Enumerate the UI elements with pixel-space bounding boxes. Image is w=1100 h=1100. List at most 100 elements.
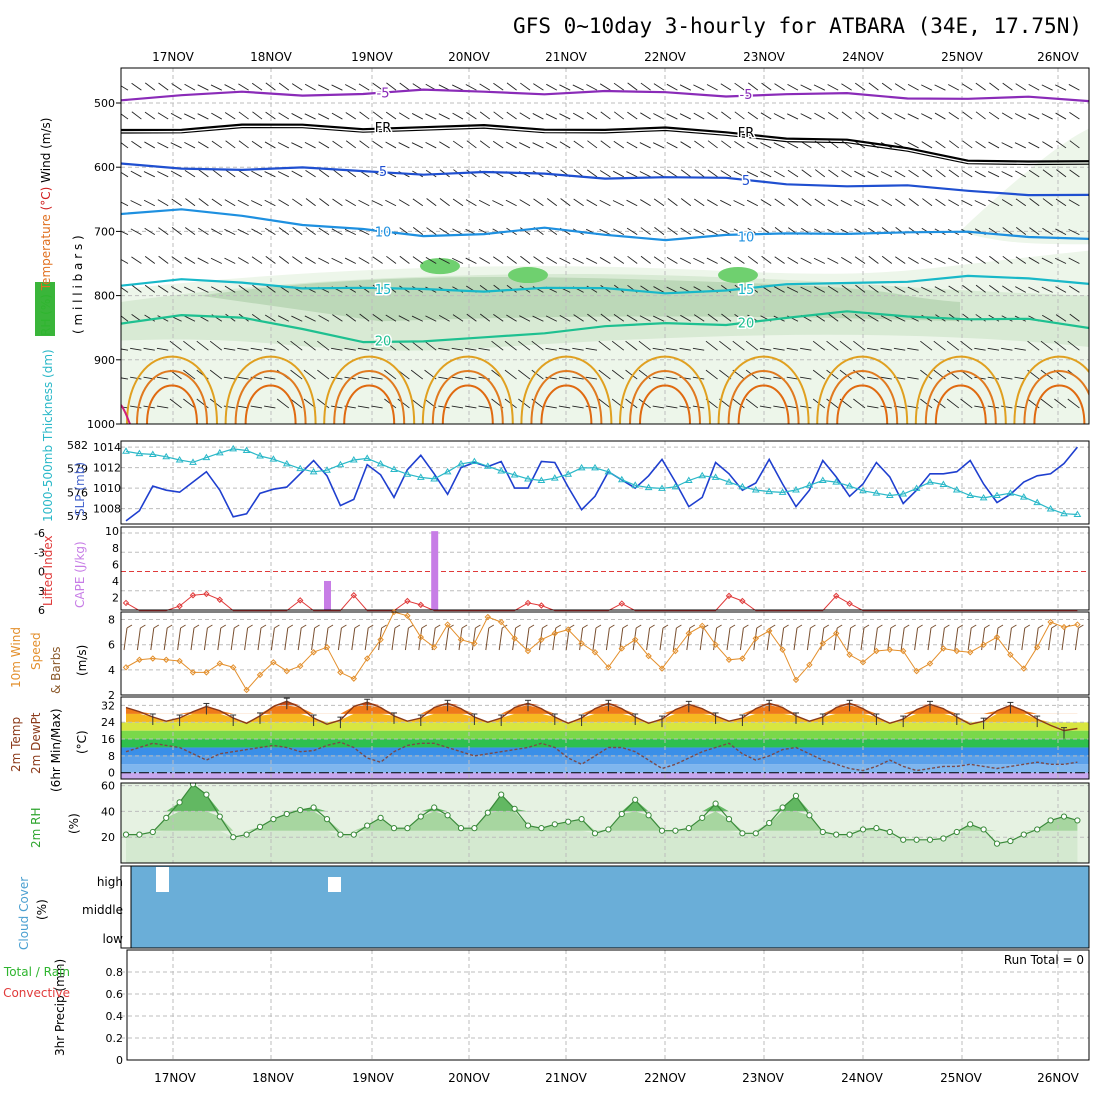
wind-barb: [1061, 627, 1066, 651]
wind-barb: [975, 140, 986, 149]
wind-barb: [359, 111, 370, 120]
wind-barb: [358, 199, 370, 207]
surface-temp-contour: [629, 370, 701, 424]
wind-barb: [987, 376, 1000, 380]
wind-barb: [934, 84, 946, 91]
wind-barb: [171, 226, 182, 235]
wind-barb: [800, 376, 812, 380]
wind-barb: [1002, 227, 1013, 235]
wind-barb: [344, 347, 356, 351]
wind-barb: [291, 113, 303, 120]
wind-barb: [198, 198, 209, 207]
rh-tick-label: 40: [101, 805, 115, 818]
wind-barb: [170, 170, 182, 178]
data-point: [309, 467, 318, 475]
wind-barb: [426, 198, 437, 207]
data-point: [752, 635, 760, 642]
wind-barb: [203, 627, 208, 651]
wind-barb: [238, 140, 249, 149]
data-point: [136, 656, 143, 663]
wind-barb: [625, 369, 638, 380]
surface-temp-contour: [520, 355, 613, 424]
wind-barb: [946, 398, 960, 409]
wind-barb: [974, 200, 986, 207]
wind-barb: [207, 624, 213, 629]
wind-barb: [626, 171, 638, 178]
axis-label-part: RH (%): [39, 290, 53, 336]
wind-barb: [531, 369, 544, 380]
data-point: [538, 636, 545, 643]
wind-barb: [126, 624, 133, 629]
precip-tick-label: 0.2: [106, 1032, 124, 1045]
wind-barb: [397, 398, 410, 409]
wind-barb: [719, 340, 732, 351]
wind-barb: [600, 111, 611, 120]
wind-barb: [599, 228, 611, 236]
wind-barb: [599, 170, 611, 178]
data-point: [631, 636, 639, 643]
wind-barb: [210, 84, 222, 91]
top-day-labels: 17NOV 18NOV 19NOV 20NOV 21NOV 22NOV 23NO…: [152, 50, 1079, 64]
wind-barb: [666, 347, 678, 351]
wind-barb: [653, 315, 665, 322]
wind-barb: [479, 140, 491, 149]
cloud-clear-cell: [328, 877, 341, 892]
wind-barb: [171, 83, 182, 91]
data-point: [885, 491, 894, 499]
wind-barb: [367, 624, 374, 629]
wind-barb: [783, 624, 789, 629]
temp-tick-label: 0: [108, 767, 115, 780]
wind-barb: [940, 627, 945, 651]
lifted-index-label: Lifted Index: [41, 535, 55, 606]
data-point: [819, 828, 826, 836]
warm-area: [126, 701, 1078, 706]
wind-barb: [425, 315, 437, 322]
wind-barb: [157, 142, 169, 149]
wind-barb: [721, 313, 732, 322]
wind-barb: [144, 314, 156, 322]
wind-barb: [492, 200, 504, 207]
tick-label: 600: [94, 161, 115, 174]
wind-barb: [1067, 398, 1080, 409]
day-label: 25NOV: [940, 1071, 982, 1085]
data-point: [806, 661, 813, 669]
wind-barb: [479, 313, 491, 322]
data-point: [524, 599, 532, 607]
data-point: [725, 592, 733, 600]
wind-barb: [278, 227, 290, 235]
isotherm-label: 20: [375, 335, 392, 350]
wind-barb: [291, 170, 303, 178]
upper-air-panel: -5 -5 FR FR 5 5 10 10 15 15 20 20 500 600 700 800 900 10…: [35, 67, 1090, 431]
data-point: [779, 804, 786, 811]
wind-barb: [265, 82, 276, 91]
wind-barb: [184, 256, 196, 264]
isotherms: -5 -5 FR FR 5 5 10 10 15 15 20 20: [121, 85, 1089, 351]
wind-barb: [157, 285, 169, 293]
wind-barb: [505, 141, 517, 149]
wind-barb: [672, 627, 677, 651]
wind-barb: [895, 198, 906, 207]
wind-barb: [158, 227, 169, 235]
data-point: [323, 816, 331, 823]
wind-barb: [747, 141, 759, 149]
wind-barb: [238, 285, 249, 293]
wind-barb: [278, 112, 290, 120]
data-point: [1020, 831, 1027, 838]
wind-barb: [920, 369, 933, 380]
wind-barb: [358, 257, 370, 264]
surface-temp-contour: [639, 384, 691, 424]
wind-barb: [877, 624, 883, 629]
wind-barb: [989, 255, 1000, 264]
thickness-tick-label: 576: [67, 486, 88, 499]
wind-barb: [156, 405, 169, 409]
day-label: 26NOV: [1037, 1071, 1079, 1085]
lifted-tick-label: 6: [38, 604, 45, 617]
wind-barb: [519, 315, 531, 322]
wind-barb: [559, 257, 571, 264]
data-point: [846, 831, 853, 838]
wind-barb: [252, 284, 263, 293]
wind-barb: [284, 627, 289, 651]
cape-tick-label: 6: [112, 558, 119, 571]
wind-tick-label: 6: [108, 639, 115, 652]
data-point: [256, 671, 264, 679]
